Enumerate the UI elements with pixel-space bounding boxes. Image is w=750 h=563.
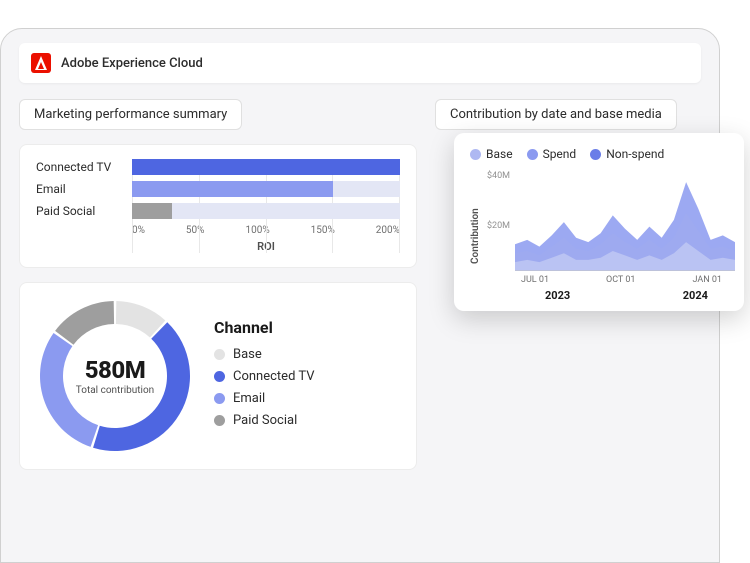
roi-chart-card: Connected TV Email Paid Social 0%50%100%15… [19, 144, 417, 268]
legend-dot-icon [590, 149, 601, 160]
roi-bar-row [132, 181, 400, 197]
roi-bar-row [132, 159, 400, 175]
contribution-x-ticks: JUL 01OCT 01JAN 01 [515, 275, 728, 285]
contribution-legend-item: Non-spend [590, 147, 664, 161]
legend-dot-icon [214, 415, 225, 426]
roi-bar-fill [132, 181, 333, 197]
legend-dot-icon [470, 149, 481, 160]
legend-label: Non-spend [606, 147, 664, 161]
roi-bar-label: Connected TV [36, 159, 120, 175]
legend-label: Base [486, 147, 513, 161]
channel-legend-item: Connected TV [214, 369, 396, 384]
roi-bar-row [132, 203, 400, 219]
contribution-legend-item: Base [470, 147, 513, 161]
legend-label: Paid Social [233, 413, 297, 428]
legend-label: Connected TV [233, 369, 315, 384]
roi-bar-label: Paid Social [36, 203, 120, 219]
roi-bar-fill [132, 159, 400, 175]
donut-value: 580M [85, 356, 146, 384]
roi-bar-label: Email [36, 181, 120, 197]
legend-label: Base [233, 347, 262, 362]
contribution-legend-item: Spend [527, 147, 577, 161]
product-name: Adobe Experience Cloud [61, 56, 203, 71]
donut-card: 580M Total contribution Channel Base Conn… [19, 282, 417, 470]
contribution-legend: Base Spend Non-spend [470, 147, 728, 161]
channel-legend-item: Email [214, 391, 396, 406]
donut-sublabel: Total contribution [76, 385, 154, 396]
contribution-year-labels: 20232024 [515, 289, 728, 302]
channel-legend-item: Paid Social [214, 413, 396, 428]
contribution-y-ticks: $40M$20M [487, 171, 510, 271]
marketing-summary-label: Marketing performance summary [19, 99, 242, 130]
roi-x-label: ROI [132, 240, 400, 253]
roi-bar-fill [132, 203, 172, 219]
roi-x-axis: 0%50%100%150%200% [132, 225, 400, 236]
app-header: Adobe Experience Cloud [19, 43, 701, 83]
legend-label: Email [233, 391, 265, 406]
roi-category-labels: Connected TV Email Paid Social [36, 159, 120, 253]
legend-dot-icon [527, 149, 538, 160]
legend-dot-icon [214, 371, 225, 382]
channel-legend-item: Base [214, 347, 396, 362]
contribution-card: Base Spend Non-spend Contribution $40M$20M… [454, 133, 744, 311]
legend-dot-icon [214, 393, 225, 404]
channel-heading: Channel [214, 318, 396, 337]
legend-label: Spend [543, 147, 577, 161]
contribution-y-label: Contribution [470, 171, 481, 301]
legend-dot-icon [214, 349, 225, 360]
contribution-area-chart [515, 171, 735, 271]
adobe-logo-icon [31, 53, 51, 73]
contribution-label: Contribution by date and base media [435, 99, 677, 130]
